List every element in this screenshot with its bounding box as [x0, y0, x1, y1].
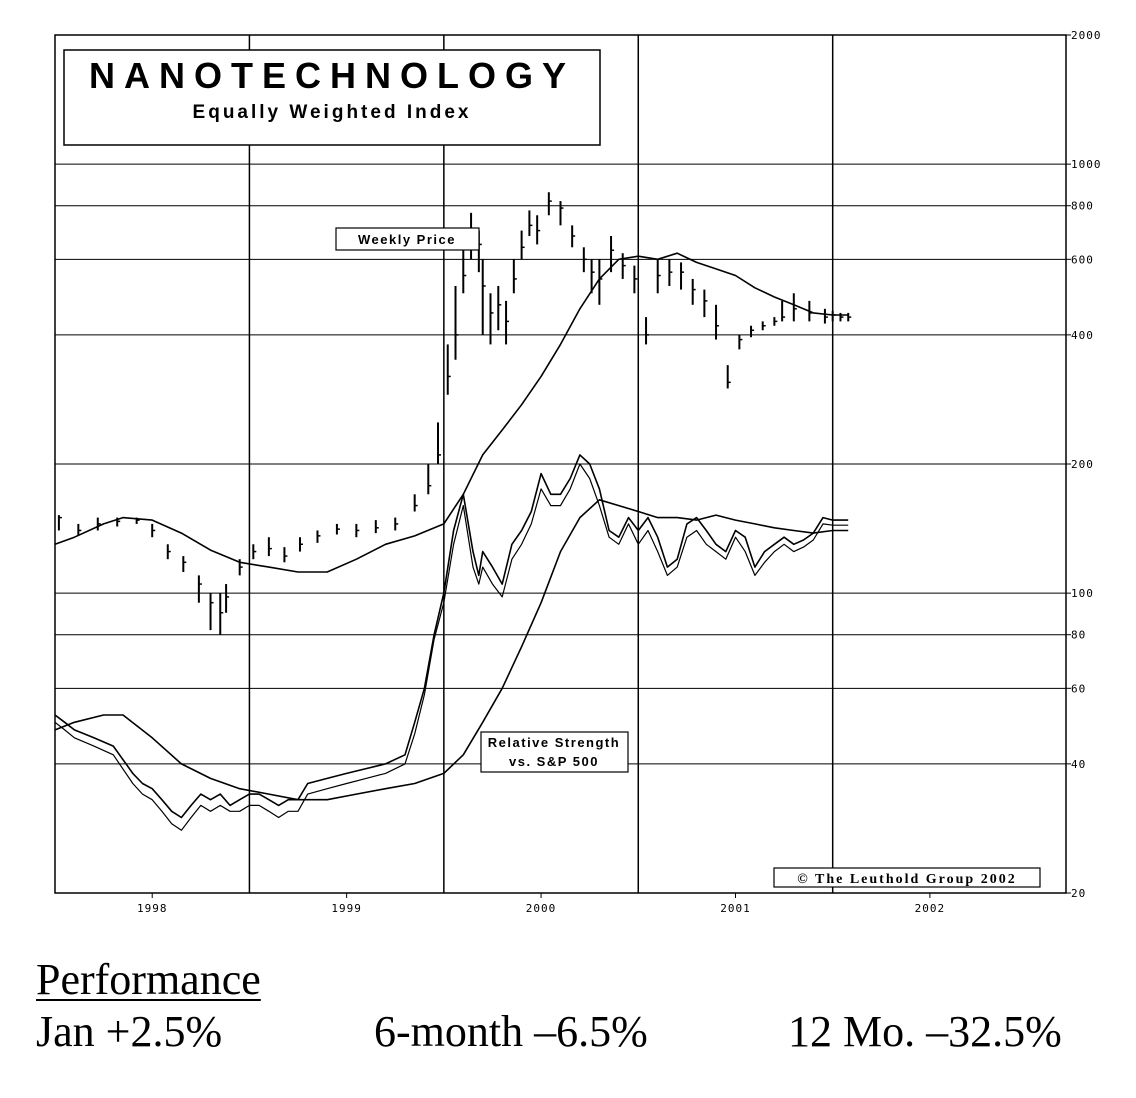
relative-strength-label-line2: vs. S&P 500	[509, 754, 599, 769]
y-tick-label-40: 40	[1071, 758, 1086, 771]
x-axis-ticks: 1998 1999 2000 2001 2002	[137, 893, 946, 915]
performance-jan: Jan +2.5%	[36, 1007, 223, 1056]
y-tick-label-2000: 2000	[1071, 29, 1102, 42]
nanotech-chart: 2000 1000 800 600 400 200 100 80 60 40 20 1998 1999…	[54, 29, 1102, 915]
y-tick-label-200: 200	[1071, 458, 1094, 471]
relative-strength-label-line1: Relative Strength	[488, 735, 620, 750]
price-moving-average-line	[54, 252, 849, 573]
y-tick-label-80: 80	[1071, 629, 1086, 642]
weekly-price-bars	[57, 192, 852, 635]
y-tick-label-800: 800	[1071, 200, 1094, 213]
copyright-text: © The Leuthold Group 2002	[797, 872, 1016, 887]
performance-six-month: 6-month –6.5%	[374, 1007, 648, 1056]
chart-title: NANOTECHNOLOGY	[89, 55, 575, 96]
performance-title: Performance	[36, 955, 261, 1004]
x-tick-label-2002: 2002	[915, 902, 946, 915]
y-tick-label-100: 100	[1071, 587, 1094, 600]
year-dividers	[248, 35, 834, 893]
y-tick-label-1000: 1000	[1071, 158, 1102, 171]
relative-strength-label-box	[480, 731, 629, 773]
y-tick-label-60: 60	[1071, 682, 1086, 695]
weekly-price-label: Weekly Price	[358, 232, 456, 247]
y-tick-label-600: 600	[1071, 253, 1094, 266]
gridlines	[55, 163, 1066, 765]
x-tick-label-1998: 1998	[137, 902, 168, 915]
y-axis-ticks: 2000 1000 800 600 400 200 100 80 60 40 20	[1066, 29, 1102, 900]
relative-strength-vs-s-p-500-line	[54, 454, 849, 819]
x-tick-label-2001: 2001	[720, 902, 751, 915]
y-tick-label-20: 20	[1071, 887, 1086, 900]
x-tick-label-2000: 2000	[526, 902, 557, 915]
copyright-box	[773, 867, 1041, 888]
relative-strength-moving-average-line	[54, 499, 849, 801]
x-tick-label-1999: 1999	[331, 902, 362, 915]
y-tick-label-400: 400	[1071, 329, 1094, 342]
data-series	[54, 192, 852, 831]
relative-strength-vs-s-p-500-low-envelope	[54, 463, 849, 831]
weekly-price-label-box	[335, 227, 480, 251]
performance-twelve-month: 12 Mo. –32.5%	[788, 1007, 1062, 1056]
title-box	[63, 49, 601, 146]
chart-subtitle: Equally Weighted Index	[193, 102, 472, 123]
